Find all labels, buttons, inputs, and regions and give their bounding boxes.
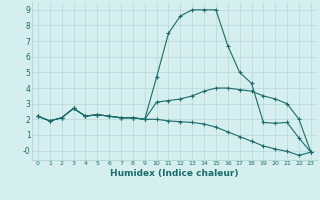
X-axis label: Humidex (Indice chaleur): Humidex (Indice chaleur) — [110, 169, 239, 178]
